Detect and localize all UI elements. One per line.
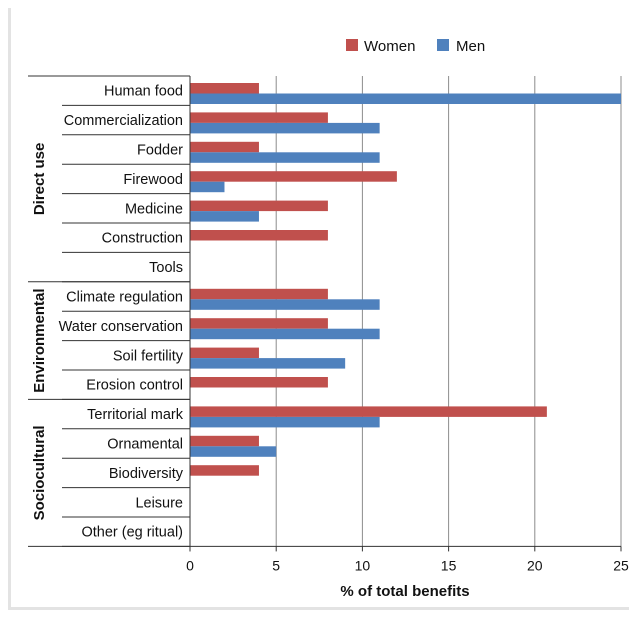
category-label-water-conservation: Water conservation (59, 319, 183, 335)
axis-layer (189, 76, 622, 552)
bar-men-firewood (190, 181, 225, 193)
bar-women-construction (190, 230, 328, 241)
legend-label-men: Men (456, 38, 485, 55)
category-label-commercialization: Commercialization (64, 113, 183, 129)
bar-men-medicine (190, 211, 259, 222)
category-label-climate-regulation: Climate regulation (66, 290, 183, 306)
bar-men-climate-regulation (190, 299, 380, 310)
bar-women-medicine (190, 200, 328, 212)
bar-layer (190, 83, 621, 476)
category-label-ornamental: Ornamental (107, 437, 183, 453)
category-label-construction: Construction (102, 231, 183, 247)
group-label-environmental: Environmental (31, 289, 48, 393)
category-label-human-food: Human food (104, 84, 183, 100)
category-label-biodiversity: Biodiversity (109, 466, 184, 482)
bar-men-soil-fertility (190, 358, 346, 369)
category-label-medicine: Medicine (125, 201, 183, 217)
group-label-sociocultural: Sociocultural (31, 425, 48, 520)
legend-label-women: Women (364, 38, 415, 55)
x-tick-label-10: 10 (355, 557, 371, 573)
bar-women-territorial-mark (190, 406, 547, 417)
category-label-erosion-control: Erosion control (86, 378, 183, 394)
bar-women-soil-fertility (190, 347, 259, 359)
category-label-leisure: Leisure (135, 495, 183, 511)
bar-women-climate-regulation (190, 288, 328, 300)
bar-women-ornamental (190, 435, 259, 447)
bar-women-biodiversity (190, 465, 259, 476)
bar-women-erosion-control (190, 377, 328, 388)
bar-men-ornamental (190, 446, 277, 457)
legend-swatch-men (437, 39, 449, 51)
bar-men-territorial-mark (190, 416, 380, 428)
bar-women-fodder (190, 141, 259, 153)
category-label-fodder: Fodder (137, 143, 183, 159)
legend-swatch-women (346, 39, 358, 51)
bar-women-water-conservation (190, 318, 328, 329)
x-axis-title: % of total benefits (340, 583, 469, 600)
bar-men-water-conservation (190, 328, 380, 340)
x-tick-label-5: 5 (272, 557, 280, 573)
bar-men-fodder (190, 152, 380, 163)
x-tick-label-0: 0 (186, 557, 194, 573)
bar-women-commercialization (190, 112, 328, 123)
category-label-soil-fertility: Soil fertility (113, 348, 184, 364)
group-layer: Direct use Environmental Sociocultural (28, 75, 190, 547)
category-label-territorial-mark: Territorial mark (87, 407, 184, 423)
bar-men-commercialization (190, 122, 380, 134)
grid-layer (275, 76, 622, 547)
bar-women-human-food (190, 83, 259, 94)
x-tick-label-20: 20 (527, 557, 543, 573)
category-label-other-eg-ritual: Other (eg ritual) (81, 525, 183, 541)
bar-men-human-food (190, 93, 621, 104)
x-tick-label-25: 25 (613, 557, 629, 573)
category-label-firewood: Firewood (123, 172, 183, 188)
x-tick-label-15: 15 (441, 557, 457, 573)
legend: Women Men (346, 38, 485, 55)
category-label-tools: Tools (149, 260, 183, 276)
bar-women-firewood (190, 171, 397, 182)
group-label-direct-use: Direct use (31, 143, 48, 216)
label-layer: 0 5 10 15 20 25 Human food Commercialization Fod… (59, 84, 629, 574)
